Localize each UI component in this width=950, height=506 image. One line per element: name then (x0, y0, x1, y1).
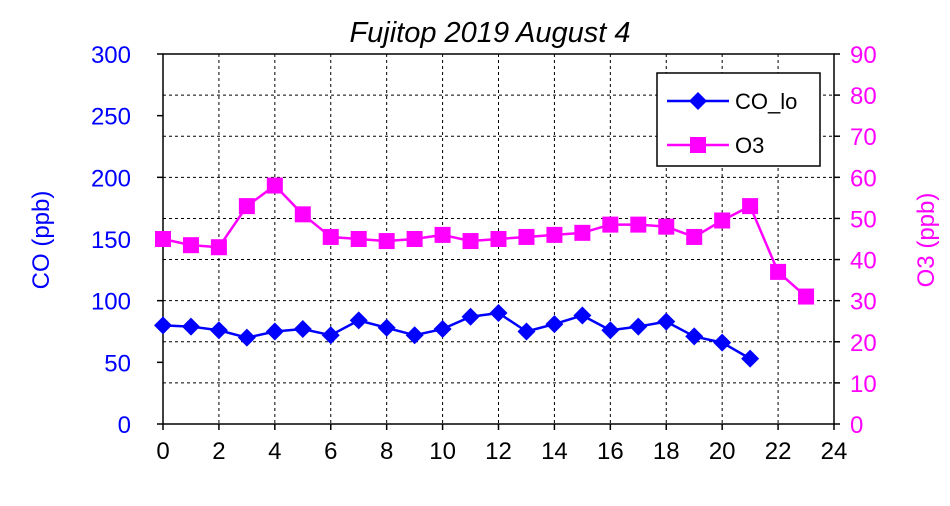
point-o3 (490, 231, 507, 247)
point-o3 (742, 198, 759, 215)
point-co-lo (657, 312, 676, 331)
chart-title: Fujitop 2019 August 4 (349, 17, 630, 49)
x-tick-label: 12 (485, 438, 512, 465)
series-line-co-lo (162, 311, 751, 360)
point-co-lo (601, 321, 620, 340)
point-co-lo (573, 306, 592, 325)
y-right-tick-label: 60 (850, 165, 877, 192)
x-tick-label: 8 (380, 438, 393, 465)
point-co-lo (629, 317, 648, 336)
point-o3 (322, 228, 339, 245)
x-tick-label: 24 (821, 438, 848, 465)
point-co-lo (489, 304, 508, 322)
point-o3 (714, 212, 731, 229)
legend-box (656, 72, 821, 167)
point-o3 (602, 216, 619, 233)
y-left-tick-label: 200 (91, 165, 131, 192)
y-right-tick-label: 50 (850, 206, 877, 233)
x-tick-label: 0 (156, 438, 169, 465)
point-co-lo (405, 326, 424, 345)
legend-o3-marker (690, 137, 706, 153)
x-tick-label: 22 (765, 438, 792, 465)
point-co-lo (154, 316, 172, 335)
point-co-lo (321, 326, 340, 345)
x-tick-label: 4 (268, 438, 281, 465)
legend: CO_lo O3 (656, 72, 821, 167)
point-o3 (770, 263, 787, 280)
point-co-lo (237, 328, 256, 347)
point-co-lo (349, 311, 368, 330)
point-co-lo (545, 315, 564, 334)
point-co-lo (517, 322, 536, 341)
point-o3 (574, 224, 591, 241)
point-o3 (434, 226, 451, 243)
y-left-tick-label: 50 (104, 350, 131, 377)
point-o3 (350, 231, 367, 247)
point-o3 (406, 231, 423, 247)
x-tick-label: 2 (212, 438, 225, 465)
point-o3 (546, 226, 563, 243)
x-tick-label: 18 (653, 438, 680, 465)
y-right-tick-label: 0 (850, 412, 863, 439)
point-co-lo (265, 322, 284, 341)
y-left-tick-label: 250 (91, 104, 131, 131)
legend-co-label: CO_lo (735, 89, 797, 114)
point-o3 (630, 216, 647, 233)
point-o3 (798, 288, 815, 305)
x-tick-label: 10 (429, 438, 456, 465)
point-co-lo (433, 320, 452, 339)
point-co-lo (181, 317, 200, 336)
y-right-tick-label: 40 (850, 248, 877, 275)
y-right-tick-label: 70 (850, 124, 877, 151)
point-co-lo (293, 320, 312, 339)
point-o3 (462, 233, 479, 250)
legend-o3-label: O3 (735, 133, 764, 158)
y-right-tick-label: 20 (850, 330, 877, 357)
y-left-tick-label: 300 (91, 42, 131, 69)
series (154, 177, 815, 368)
y-axis-left-title: CO (ppb) (28, 191, 55, 290)
point-o3 (210, 239, 227, 256)
point-o3 (266, 177, 283, 194)
point-co-lo (377, 318, 396, 337)
y-right-tick-label: 30 (850, 289, 877, 316)
x-tick-label: 20 (709, 438, 736, 465)
point-co-lo (741, 349, 760, 368)
x-tick-label: 16 (597, 438, 624, 465)
axis-ticks: 0 2 4 6 8 10 12 14 16 18 20 22 240102030405060708090… (91, 42, 877, 465)
point-o3 (658, 218, 675, 235)
legend-co-marker (689, 92, 707, 110)
point-o3 (155, 231, 171, 247)
point-co-lo (209, 321, 228, 340)
y-right-tick-label: 90 (850, 42, 877, 69)
x-tick-label: 14 (541, 438, 568, 465)
point-co-lo (713, 333, 732, 352)
point-o3 (294, 206, 311, 223)
y-right-tick-label: 80 (850, 83, 877, 110)
point-co-lo (461, 307, 480, 326)
y-axis-right-title: O3 (ppb) (913, 193, 940, 288)
point-o3 (518, 228, 535, 245)
point-co-lo (685, 327, 704, 346)
y-left-tick-label: 150 (91, 227, 131, 254)
point-o3 (182, 237, 199, 254)
x-tick-label: 6 (324, 438, 337, 465)
y-left-tick-label: 100 (91, 289, 131, 316)
series-line-o3 (162, 184, 807, 298)
point-o3 (238, 198, 255, 215)
y-right-tick-label: 10 (850, 371, 877, 398)
point-o3 (378, 233, 395, 250)
point-o3 (686, 228, 703, 245)
y-left-tick-label: 0 (118, 412, 131, 439)
